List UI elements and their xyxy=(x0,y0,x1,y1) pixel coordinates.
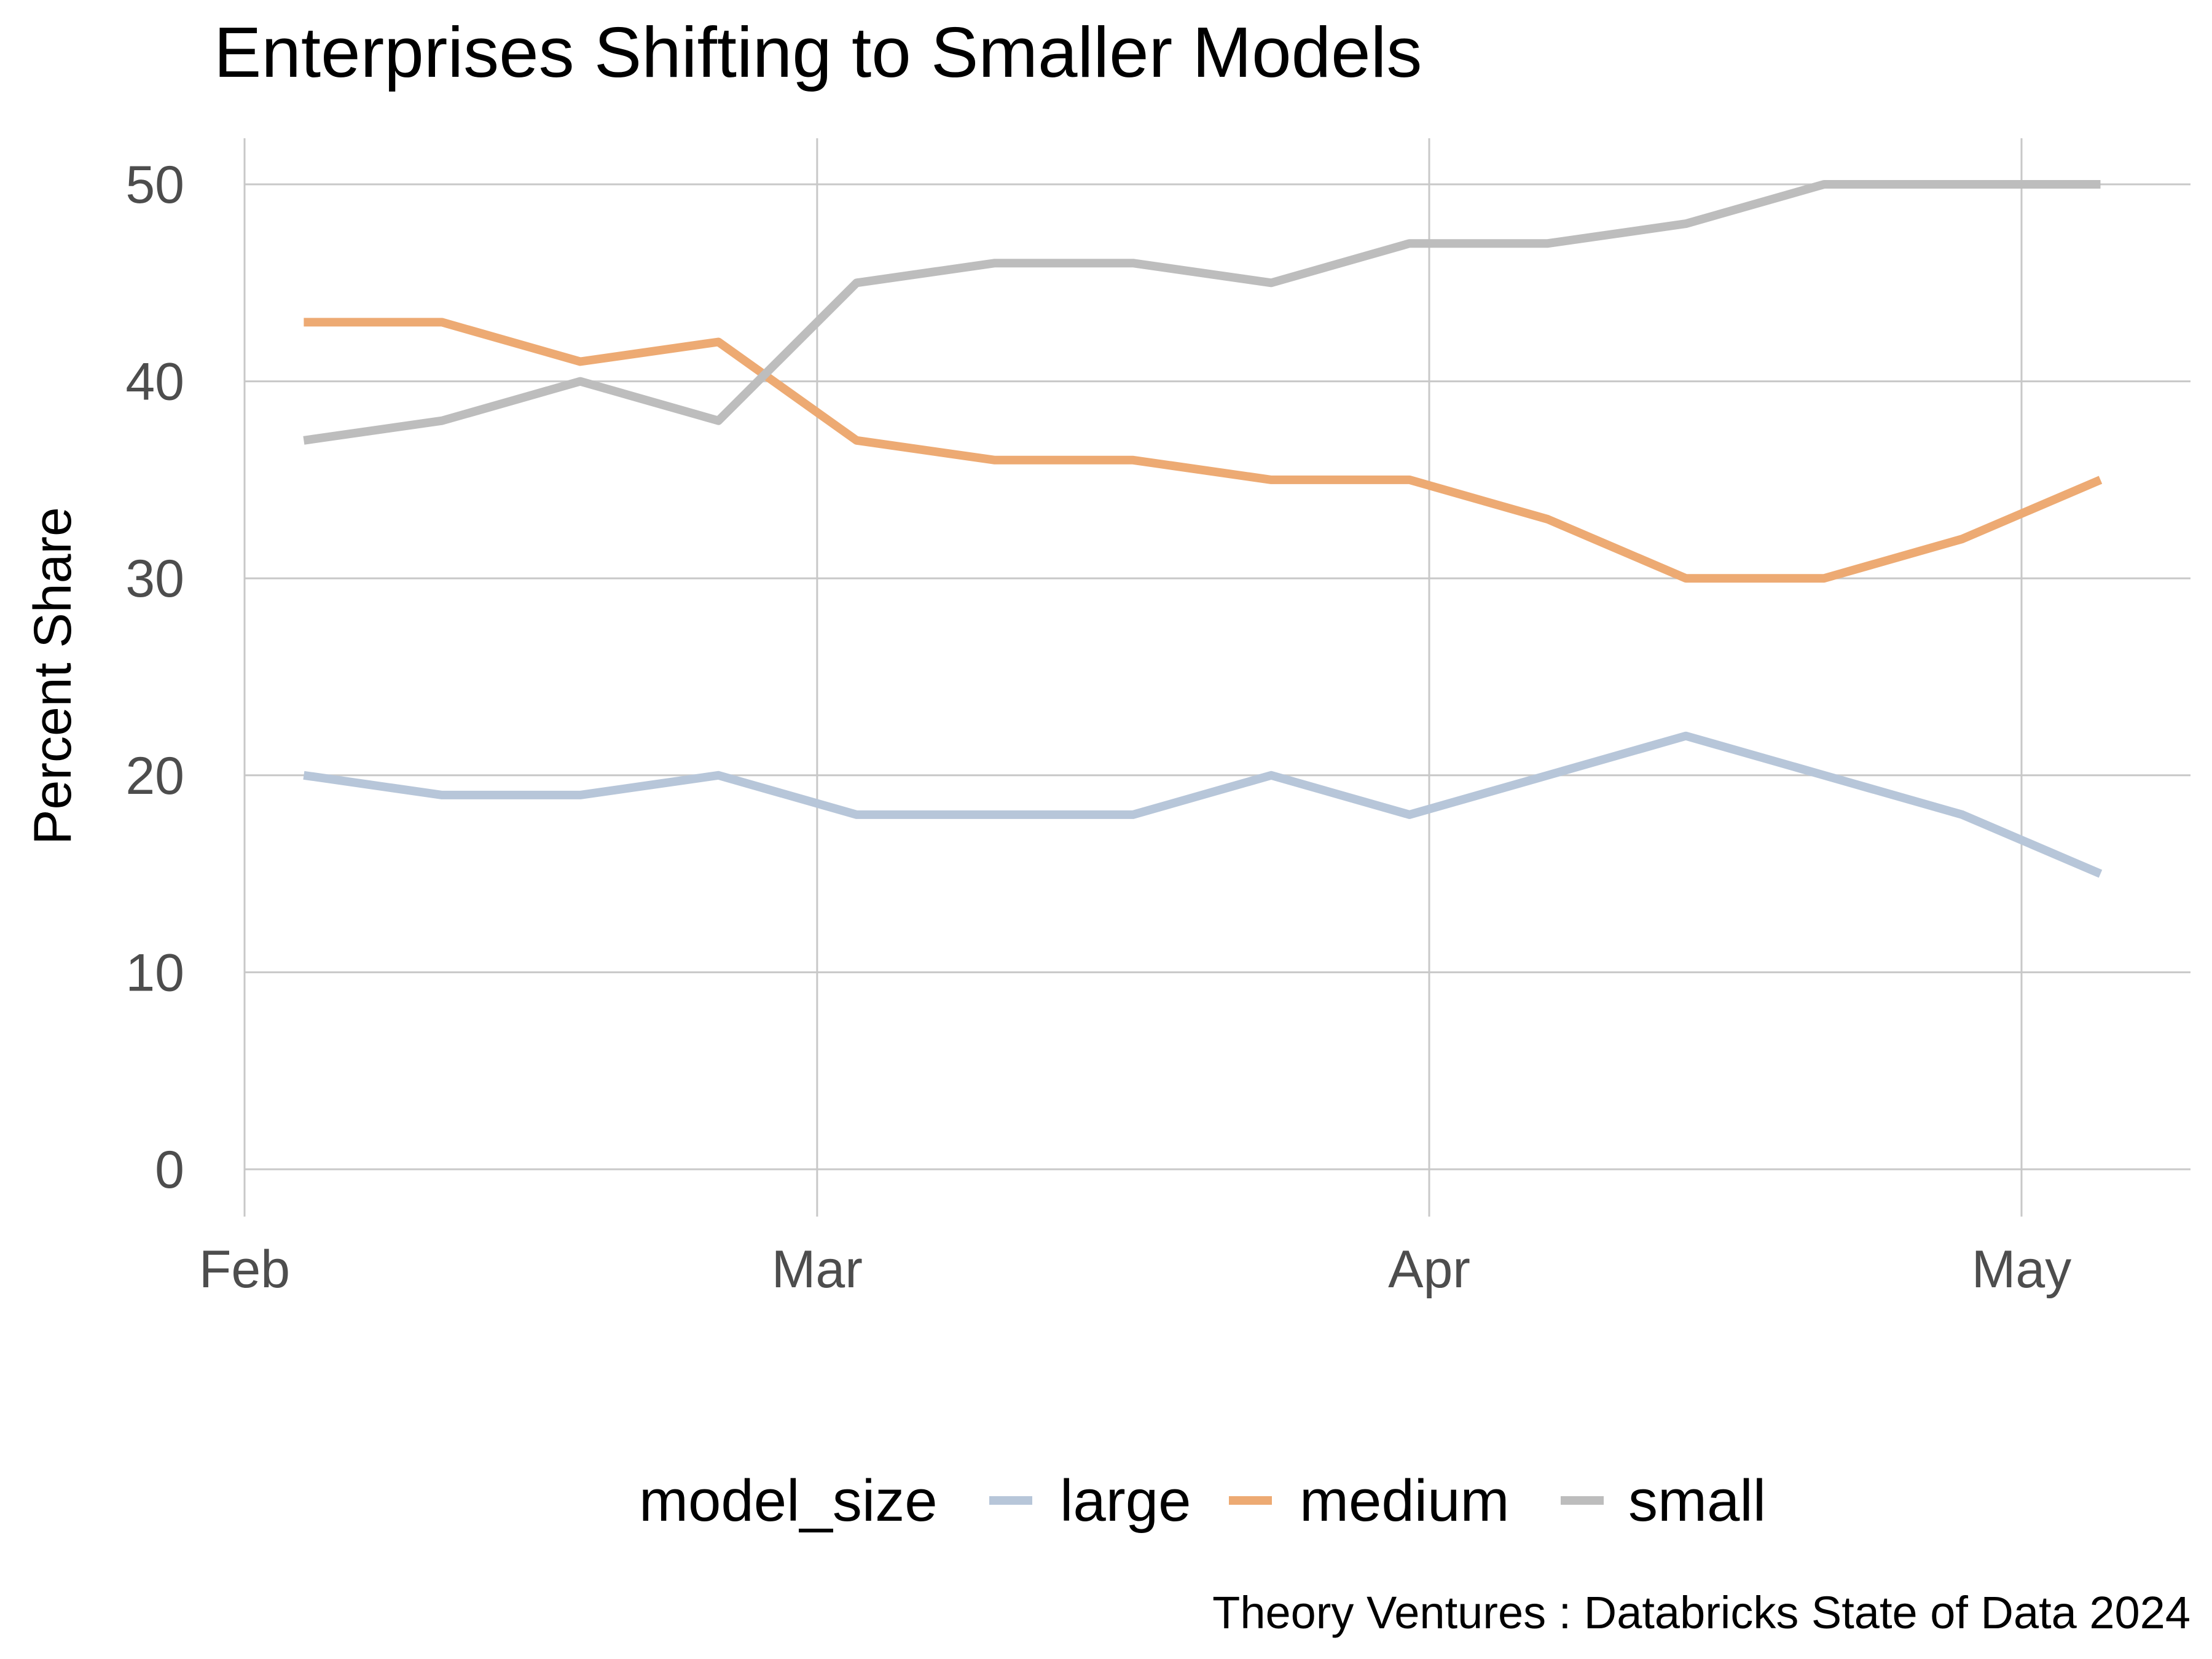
series-lines xyxy=(303,180,2103,878)
y-axis-ticks: 0 10 20 30 40 50 xyxy=(125,155,184,1199)
y-tick-label: 10 xyxy=(125,943,184,1002)
legend-label-large: large xyxy=(1060,1468,1191,1534)
legend-label-medium: medium xyxy=(1300,1468,1509,1534)
legend: model_size large medium small xyxy=(639,1468,1766,1534)
x-tick-label: Feb xyxy=(199,1240,290,1299)
y-tick-label: 0 xyxy=(155,1140,184,1199)
series-line-medium xyxy=(304,318,2103,583)
y-tick-label: 20 xyxy=(125,747,184,806)
x-tick-label: Mar xyxy=(772,1240,863,1299)
chart-title: Enterprises Shifting to Smaller Models xyxy=(214,12,1422,92)
x-tick-label: Apr xyxy=(1388,1240,1470,1299)
legend-title: model_size xyxy=(639,1468,938,1534)
x-tick-label: May xyxy=(1972,1240,2071,1299)
y-tick-label: 40 xyxy=(125,353,184,412)
y-tick-label: 50 xyxy=(125,155,184,214)
y-tick-label: 30 xyxy=(125,549,184,608)
series-line-small xyxy=(303,180,2101,445)
gridlines xyxy=(243,138,2190,1217)
y-axis-label: Percent Share xyxy=(23,507,82,845)
legend-label-small: small xyxy=(1628,1468,1766,1534)
x-axis-ticks: Feb Mar Apr May xyxy=(199,1240,2071,1299)
chart-caption: Theory Ventures : Databricks State of Da… xyxy=(1212,1587,2190,1638)
series-line-large xyxy=(303,731,2103,878)
